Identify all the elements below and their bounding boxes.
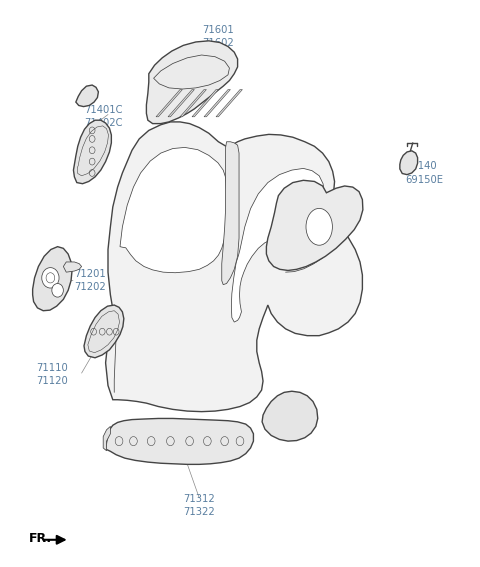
- Polygon shape: [168, 90, 194, 117]
- Circle shape: [42, 268, 59, 288]
- Polygon shape: [156, 90, 182, 117]
- Polygon shape: [192, 90, 218, 117]
- Polygon shape: [216, 90, 242, 117]
- Polygon shape: [63, 262, 82, 272]
- Text: 71503B
71504B: 71503B 71504B: [298, 204, 336, 227]
- Polygon shape: [180, 90, 206, 117]
- Polygon shape: [231, 168, 324, 322]
- Text: 71110
71120: 71110 71120: [36, 363, 68, 386]
- Circle shape: [52, 284, 63, 297]
- Polygon shape: [76, 85, 98, 107]
- Polygon shape: [73, 120, 111, 184]
- Polygon shape: [84, 305, 124, 358]
- Polygon shape: [222, 142, 239, 285]
- Polygon shape: [266, 180, 363, 270]
- Polygon shape: [106, 122, 362, 412]
- Polygon shape: [106, 418, 253, 464]
- Text: 71312
71322: 71312 71322: [183, 494, 215, 517]
- Text: 71601
71602: 71601 71602: [203, 26, 234, 48]
- Polygon shape: [33, 247, 72, 311]
- Text: 71201
71202: 71201 71202: [74, 269, 106, 292]
- Polygon shape: [103, 426, 110, 451]
- Ellipse shape: [306, 209, 333, 246]
- Text: 71401C
71402C: 71401C 71402C: [84, 105, 122, 128]
- Polygon shape: [400, 151, 418, 175]
- Polygon shape: [120, 147, 227, 273]
- Polygon shape: [146, 41, 238, 124]
- Text: 69140
69150E: 69140 69150E: [406, 162, 444, 184]
- Text: FR.: FR.: [29, 532, 52, 545]
- Polygon shape: [262, 391, 318, 441]
- Polygon shape: [204, 90, 230, 117]
